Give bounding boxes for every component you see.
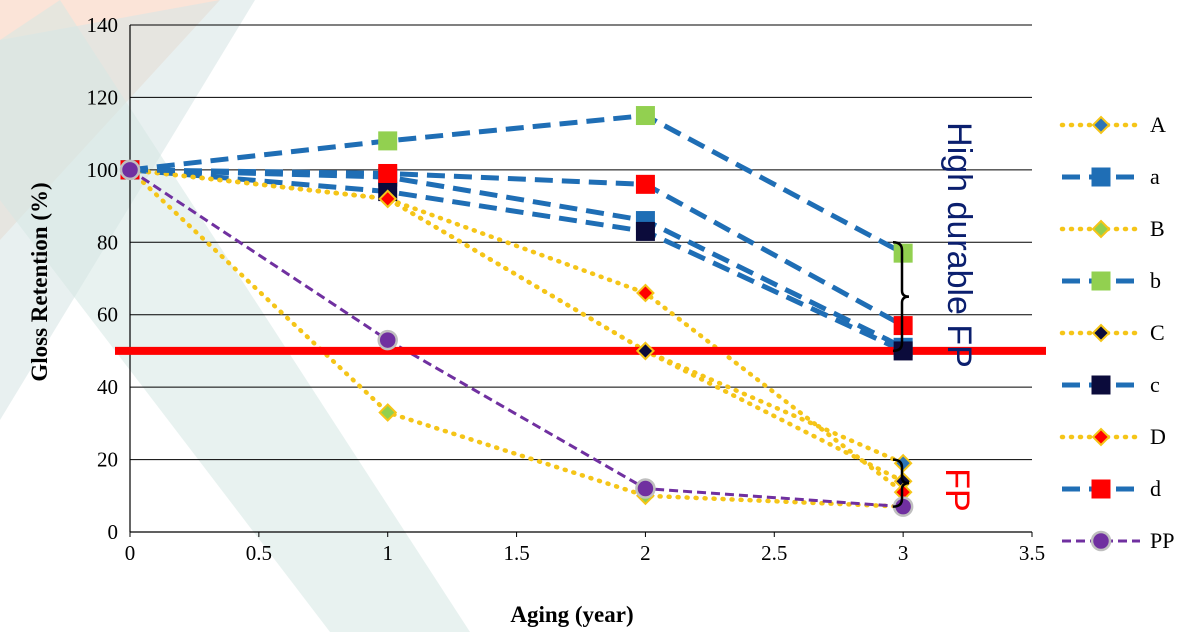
legend-swatch-marker-D (1091, 427, 1111, 447)
legend-swatch-marker-PP (1090, 530, 1112, 552)
point-d-1 (378, 163, 398, 183)
x-tick-0: 0 (125, 541, 136, 565)
axes (129, 25, 1032, 533)
point-C-2 (636, 341, 655, 361)
y-tick-120: 120 (87, 85, 119, 109)
x-tick-3.5: 3.5 (1019, 541, 1045, 565)
x-tick-3: 3 (898, 541, 909, 565)
legend-item-b: b (1062, 268, 1161, 293)
point-b-2 (635, 106, 655, 126)
series-line-PP (129, 168, 904, 509)
legend-label-D: D (1150, 424, 1166, 449)
series-line-B (127, 167, 906, 509)
legend-item-D: D (1059, 424, 1166, 449)
legend-label-a: a (1150, 164, 1160, 189)
series-line-d (129, 167, 905, 328)
point-PP-0 (119, 159, 141, 181)
point-PP-2 (635, 478, 656, 499)
legend-item-a: a (1062, 164, 1160, 189)
point-c-2 (635, 221, 655, 241)
x-tick-labels: 0 0.5 1 1.5 2 2.5 3 3.5 (125, 532, 1045, 565)
x-axis-title: Aging (year) (510, 602, 633, 627)
legend-swatch-marker-A (1091, 115, 1111, 135)
y-tick-80: 80 (97, 230, 118, 254)
y-tick-60: 60 (97, 303, 118, 327)
series-line-C (127, 167, 906, 484)
legend-item-PP: PP (1062, 528, 1174, 553)
series-markers (119, 106, 914, 517)
legend-label-A: A (1150, 112, 1166, 137)
legend-label-PP: PP (1150, 528, 1174, 553)
y-tick-100: 100 (87, 158, 119, 182)
y-tick-0: 0 (108, 520, 119, 544)
legend-swatch-marker-d (1091, 479, 1111, 499)
legend-swatch-marker-c (1091, 375, 1111, 395)
y-axis-title: Gloss Retention (%) (27, 182, 52, 381)
background-decoration (0, 0, 470, 632)
bracket-1 (892, 458, 910, 508)
legend-item-C: C (1059, 320, 1165, 345)
legend-item-B: B (1059, 216, 1165, 241)
point-PP-1 (377, 329, 398, 351)
x-tick-2: 2 (640, 541, 651, 565)
legend-item-d: d (1062, 476, 1161, 501)
legend-swatch-marker-b (1091, 271, 1111, 291)
legend-swatch-marker-a (1091, 167, 1111, 187)
annotation-text-0: High durable FP (940, 122, 978, 368)
x-tick-0.5: 0.5 (246, 541, 272, 565)
legend-label-b: b (1150, 268, 1161, 293)
x-tick-1.5: 1.5 (503, 541, 529, 565)
series-lines (127, 112, 906, 509)
legend-swatch-marker-C (1091, 323, 1111, 343)
legend: Aa Bb Cc Dd PP (1059, 112, 1174, 553)
x-tick-1: 1 (382, 541, 393, 565)
legend-label-c: c (1150, 372, 1160, 397)
point-B-1 (378, 403, 398, 422)
y-tick-140: 140 (87, 13, 119, 37)
bracket-0 (892, 241, 910, 353)
legend-swatch-marker-B (1091, 219, 1111, 239)
series-line-D (127, 167, 906, 495)
point-D-2 (636, 283, 655, 303)
series-line-b (129, 112, 905, 256)
annotation-text-1: FP (938, 468, 976, 511)
y-tick-20: 20 (97, 448, 118, 472)
series-line-c (129, 167, 905, 354)
y-tick-40: 40 (97, 375, 118, 399)
point-b-1 (378, 131, 398, 151)
legend-item-c: c (1062, 372, 1160, 397)
legend-item-A: A (1059, 112, 1166, 137)
point-d-2 (635, 174, 655, 194)
series-line-a (129, 167, 905, 350)
annotations: High durable FP FP (892, 122, 978, 512)
y-tick-labels: 0 20 40 60 80 100 120 140 (87, 13, 119, 544)
point-D-1 (378, 189, 398, 209)
x-tick-2.5: 2.5 (761, 541, 787, 565)
legend-label-B: B (1150, 216, 1165, 241)
legend-label-C: C (1150, 320, 1165, 345)
legend-label-d: d (1150, 476, 1161, 501)
